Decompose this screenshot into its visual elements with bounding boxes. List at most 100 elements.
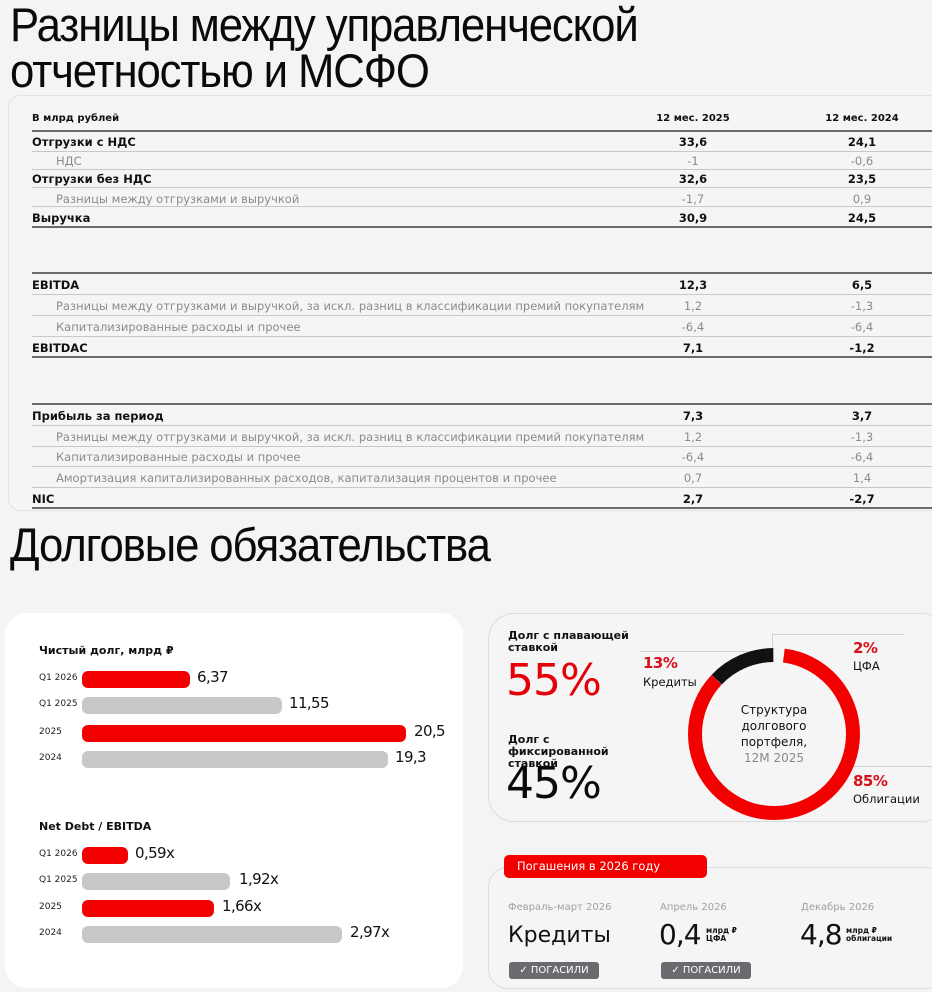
table-row: EBITDA 12,3 6,5: [32, 275, 932, 295]
row-value-2025: 1,2: [683, 430, 703, 444]
segment-pct-bonds: 85%: [853, 772, 888, 790]
segment-pct-cfa: 2%: [853, 639, 878, 657]
row-value-2024: -6,4: [850, 450, 874, 464]
row-value-2024: -1,3: [850, 430, 874, 444]
row-label: НДС: [56, 154, 82, 168]
table-row: Амортизация капитализированных расходов,…: [32, 468, 932, 488]
segment-name-credits: Кредиты: [643, 675, 697, 689]
row-value-2024: 1,4: [852, 471, 872, 485]
row-value-2025: 0,7: [683, 471, 703, 485]
table-divider: [32, 356, 932, 358]
fixed-rate-value: 45%: [506, 758, 602, 809]
unit-currency: млрд ₽: [846, 926, 877, 935]
table-row: NIC 2,7 -2,7: [32, 489, 932, 509]
bar-category: 2025: [39, 902, 62, 912]
table-divider: [32, 425, 932, 426]
bar-value: 6,37: [197, 668, 229, 686]
row-label: NIC: [32, 492, 55, 506]
bar-value: 1,66x: [222, 897, 262, 915]
row-label: Разницы между отгрузками и выручкой: [56, 192, 300, 206]
row-value-2025: -6,4: [681, 320, 705, 334]
table-divider: [32, 206, 932, 207]
row-value-2025: -6,4: [681, 450, 705, 464]
paid-status-badge: ✓ ПОГАСИЛИ: [509, 962, 599, 979]
bar: [82, 926, 342, 943]
table-row: Разницы между отгрузками и выручкой -1,7…: [32, 189, 932, 209]
row-label: Прибыль за период: [32, 409, 164, 423]
row-label: Отгрузки без НДС: [32, 172, 152, 186]
floating-rate-value: 55%: [506, 655, 602, 706]
row-label: Отгрузки с НДС: [32, 135, 136, 149]
table-divider: [32, 466, 932, 467]
table-divider: [32, 169, 932, 170]
bar-category: Q1 2025: [39, 875, 78, 885]
paid-status-badge: ✓ ПОГАСИЛИ: [661, 962, 751, 979]
table-divider: [32, 226, 932, 228]
unit-currency: млрд ₽: [706, 926, 737, 935]
donut-center-line: портфеля,: [740, 735, 808, 749]
bar-value: 19,3: [395, 748, 427, 766]
bar: [82, 873, 230, 890]
table-row: Отгрузки без НДС 32,6 23,5: [32, 169, 932, 189]
bar: [82, 847, 128, 864]
segment-name-bonds: Облигации: [853, 792, 920, 806]
debt-portfolio-donut-chart: [688, 648, 860, 820]
bar-value: 11,55: [289, 694, 330, 712]
repayment-period: Апрель 2026: [660, 902, 727, 913]
table-row: НДС -1 -0,6: [32, 151, 932, 171]
table-divider: [32, 294, 932, 295]
bar-category: 2025: [39, 727, 62, 737]
row-value-2024: 6,5: [851, 278, 873, 292]
row-label: Капитализированные расходы и прочее: [56, 450, 301, 464]
unit-instrument: облигации: [846, 934, 893, 943]
net-debt-card: Чистый долг, млрд ₽ Q1 2026 6,37 Q1 2025…: [5, 613, 463, 988]
repayment-unit: млрд ₽ ЦФА: [706, 927, 737, 943]
donut-center-period: 12M 2025: [744, 751, 804, 765]
unit-instrument: ЦФА: [706, 934, 727, 943]
row-value-2024: -2,7: [849, 492, 875, 506]
leverage-chart-title: Net Debt / EBITDA: [39, 820, 152, 833]
donut-center-label: Структура долгового портфеля, 12M 2025: [718, 702, 830, 766]
row-value-2024: 0,9: [852, 192, 872, 206]
bar-row-leverage-2024: 2024 2,97x: [5, 923, 463, 944]
header-units: В млрд рублей: [32, 113, 120, 124]
row-value-2025: 7,1: [682, 341, 704, 355]
bar-row-leverage-q1-2026: Q1 2026 0,59x: [5, 844, 463, 865]
fixed-rate-label: Долг с фиксированной ставкой: [508, 733, 609, 770]
leader-line-cfa: [772, 634, 904, 635]
donut-segment-bonds: [688, 648, 860, 820]
floating-rate-label: Долг с плавающей ставкой: [508, 629, 629, 654]
bar: [82, 697, 282, 714]
bar: [82, 671, 190, 688]
repayment-period: Февраль-март 2026: [508, 902, 612, 913]
table-row: Выручка 30,9 24,5: [32, 208, 932, 228]
section-title-reconciliation-line1: Разницы между управленческой: [10, 0, 639, 51]
section-title-debt: Долговые обязательства: [10, 518, 491, 571]
table-divider: [32, 446, 932, 447]
leader-line-credits: [640, 651, 770, 652]
table-row: Капитализированные расходы и прочее -6,4…: [32, 447, 932, 467]
row-value-2025: 7,3: [682, 409, 704, 423]
net-debt-chart-title: Чистый долг, млрд ₽: [39, 644, 174, 657]
row-label: Разницы между отгрузками и выручкой, за …: [56, 299, 645, 313]
row-label: Капитализированные расходы и прочее: [56, 320, 301, 334]
table-divider: [32, 272, 932, 274]
row-value-2025: -1: [687, 154, 699, 168]
row-value-2024: -1,3: [850, 299, 874, 313]
row-value-2024: 23,5: [847, 172, 877, 186]
table-divider: [32, 187, 932, 188]
leader-line-cfa-vertical: [772, 634, 773, 651]
table-row: Разницы между отгрузками и выручкой, за …: [32, 427, 932, 447]
bar-category: 2024: [39, 753, 62, 763]
bar: [82, 751, 388, 768]
bar-value: 2,97x: [350, 923, 390, 941]
bar-category: Q1 2026: [39, 673, 78, 683]
repayment-unit: млрд ₽ облигации: [846, 927, 892, 943]
row-value-2024: -1,2: [849, 341, 875, 355]
table-divider: [32, 487, 932, 488]
row-label: Амортизация капитализированных расходов,…: [56, 471, 557, 485]
row-value-2024: 3,7: [851, 409, 873, 423]
bar: [82, 725, 406, 742]
bar-row-net-debt-q1-2025: Q1 2025 11,55: [5, 694, 463, 715]
segment-name-cfa: ЦФА: [853, 659, 880, 673]
